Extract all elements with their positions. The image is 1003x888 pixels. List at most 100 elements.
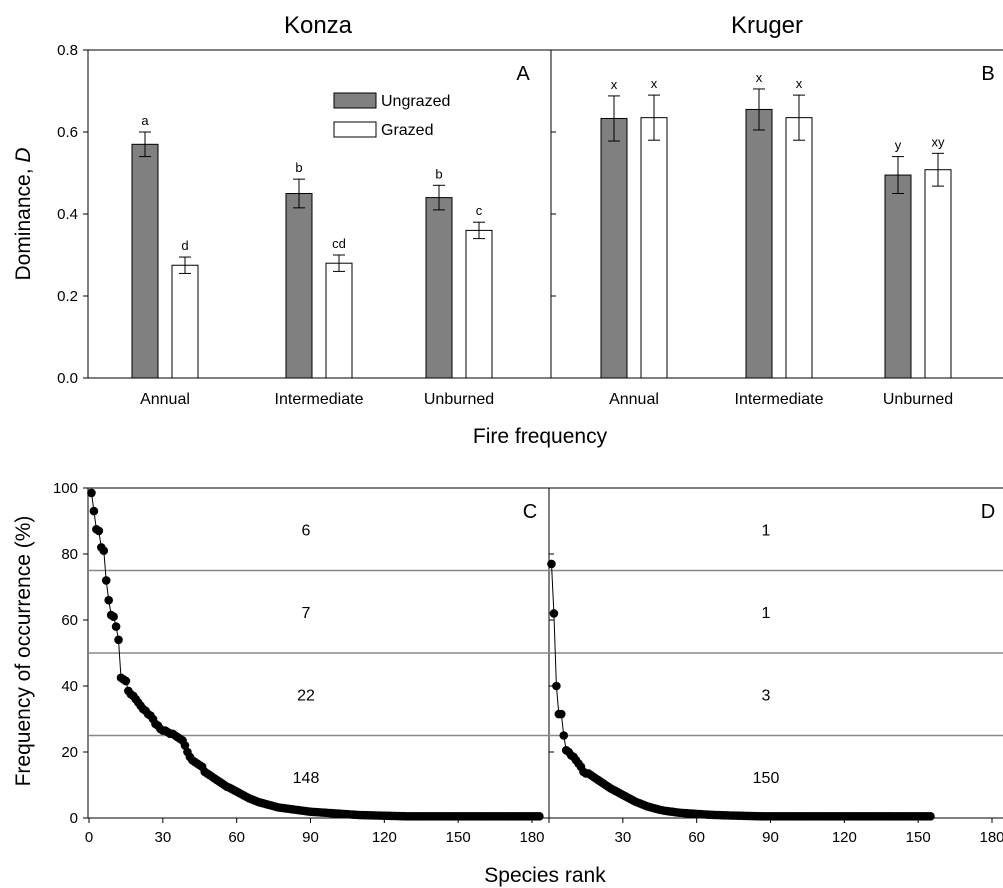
konza-species-point xyxy=(535,812,544,821)
frequency-y-tick-label: 20 xyxy=(61,744,78,761)
species-rank-label: Species rank xyxy=(484,864,606,887)
significance-letter: d xyxy=(181,238,188,253)
kruger-x-tick-label: 120 xyxy=(832,829,857,846)
kruger-x-tick-label: 90 xyxy=(762,829,779,846)
frequency-y-tick-label: 40 xyxy=(61,678,78,695)
frequency-y-tick-label: 100 xyxy=(53,480,78,497)
kruger-species-point xyxy=(926,812,935,821)
konza-title: Konza xyxy=(284,12,353,39)
kruger-category-label: Intermediate xyxy=(735,391,824,408)
konza-species-point xyxy=(121,676,131,686)
dominance-bars: Annual a d Intermediate b cd Unburned b c A Annual… xyxy=(131,63,995,408)
konza-species-point xyxy=(89,506,99,516)
frequency-y-tick-label: 0 xyxy=(70,810,78,827)
legend: Ungrazed Grazed xyxy=(333,92,450,139)
konza-band-count: 6 xyxy=(302,522,311,539)
kruger-x-tick-label: 150 xyxy=(906,829,931,846)
dominance-plot-frame xyxy=(87,49,1003,379)
konza-species-point xyxy=(99,546,109,555)
dominance-y-label: Dominance, D xyxy=(12,147,35,280)
significance-letter: x xyxy=(651,76,658,91)
frequency-y-tick-label: 80 xyxy=(61,546,78,563)
legend-swatch-grazed xyxy=(333,121,377,138)
significance-letter: x xyxy=(756,70,763,85)
rank-plot-ticks: 0 20 40 60 80 100 0 30 60 90 120 150 180 6 7 22 148 C 30 60… xyxy=(53,480,1003,846)
konza-category-label: Annual xyxy=(140,391,190,408)
konza-x-tick-label: 120 xyxy=(372,829,397,846)
konza-x-tick-label: 0 xyxy=(85,829,93,846)
panel-letter-b: B xyxy=(981,63,994,85)
dominance-y-tick-label: 0.6 xyxy=(57,124,78,141)
konza-category-label: Unburned xyxy=(424,391,494,408)
dominance-y-ticks: 0.0 0.2 0.4 0.6 0.8 xyxy=(57,42,556,387)
significance-letter: c xyxy=(476,203,483,218)
significance-letter: a xyxy=(141,113,149,128)
konza-bar-grazed xyxy=(325,262,353,379)
kruger-x-tick-label: 30 xyxy=(614,829,631,846)
significance-letter: cd xyxy=(332,236,346,251)
legend-swatch-ungrazed xyxy=(333,92,377,109)
dominance-y-tick-label: 0.0 xyxy=(57,370,78,387)
konza-bar-grazed xyxy=(465,229,493,379)
panel-letter-a: A xyxy=(516,63,530,85)
kruger-rank-curve xyxy=(551,563,931,817)
konza-species-point xyxy=(104,595,113,605)
dominance-y-label-symbol: D xyxy=(12,147,35,162)
kruger-band-count: 3 xyxy=(762,687,771,704)
kruger-bar-ungrazed xyxy=(745,108,773,379)
legend-label-ungrazed: Ungrazed xyxy=(381,93,450,110)
significance-letter: xy xyxy=(932,134,946,149)
kruger-species-point xyxy=(557,709,566,719)
kruger-bar-grazed xyxy=(924,169,952,379)
konza-x-tick-label: 150 xyxy=(446,829,471,846)
kruger-bar-grazed xyxy=(640,117,668,379)
konza-band-count: 148 xyxy=(293,770,320,787)
konza-category-label: Intermediate xyxy=(275,391,364,408)
rank-plot-points xyxy=(87,488,935,821)
frequency-y-label: Frequency of occurrence (%) xyxy=(12,516,35,787)
kruger-bar-ungrazed xyxy=(884,174,912,379)
konza-species-point xyxy=(111,622,121,631)
kruger-category-label: Unburned xyxy=(883,391,953,408)
konza-band-count: 22 xyxy=(297,687,315,704)
kruger-bar-ungrazed xyxy=(600,117,628,379)
konza-x-tick-label: 60 xyxy=(228,829,245,846)
significance-letter: x xyxy=(796,76,803,91)
kruger-x-tick-label: 180 xyxy=(979,829,1003,846)
konza-band-count: 7 xyxy=(302,605,311,622)
dominance-y-tick-label: 0.4 xyxy=(57,206,78,223)
significance-letter: b xyxy=(435,166,442,181)
kruger-species-point xyxy=(547,559,556,569)
significance-letter: x xyxy=(611,77,618,92)
konza-bar-ungrazed xyxy=(131,143,159,379)
legend-label-grazed: Grazed xyxy=(381,122,433,139)
konza-species-point xyxy=(180,741,190,750)
konza-species-point xyxy=(101,576,111,585)
kruger-band-count: 150 xyxy=(753,770,780,787)
kruger-band-count: 1 xyxy=(762,605,771,622)
konza-bar-grazed xyxy=(171,264,199,379)
konza-x-tick-label: 30 xyxy=(154,829,171,846)
significance-letter: y xyxy=(895,138,902,153)
konza-rank-curve xyxy=(91,492,540,817)
fire-frequency-label: Fire frequency xyxy=(473,425,608,448)
kruger-x-tick-label: 60 xyxy=(688,829,705,846)
konza-x-tick-label: 180 xyxy=(519,829,544,846)
konza-species-point xyxy=(87,488,96,498)
frequency-y-tick-label: 60 xyxy=(61,612,78,629)
kruger-species-point xyxy=(549,609,559,618)
konza-x-tick-label: 90 xyxy=(302,829,319,846)
dominance-y-tick-label: 0.2 xyxy=(57,288,78,305)
panel-letter-d: D xyxy=(981,501,995,523)
konza-species-point xyxy=(94,526,104,536)
kruger-species-point xyxy=(559,731,569,740)
kruger-species-point xyxy=(552,681,561,691)
konza-species-point xyxy=(109,612,118,621)
kruger-bar-grazed xyxy=(785,117,813,379)
dominance-y-tick-label: 0.8 xyxy=(57,42,78,59)
kruger-band-count: 1 xyxy=(762,522,771,539)
panel-letter-c: C xyxy=(523,501,537,523)
significance-letter: b xyxy=(295,160,302,175)
kruger-category-label: Annual xyxy=(609,391,659,408)
